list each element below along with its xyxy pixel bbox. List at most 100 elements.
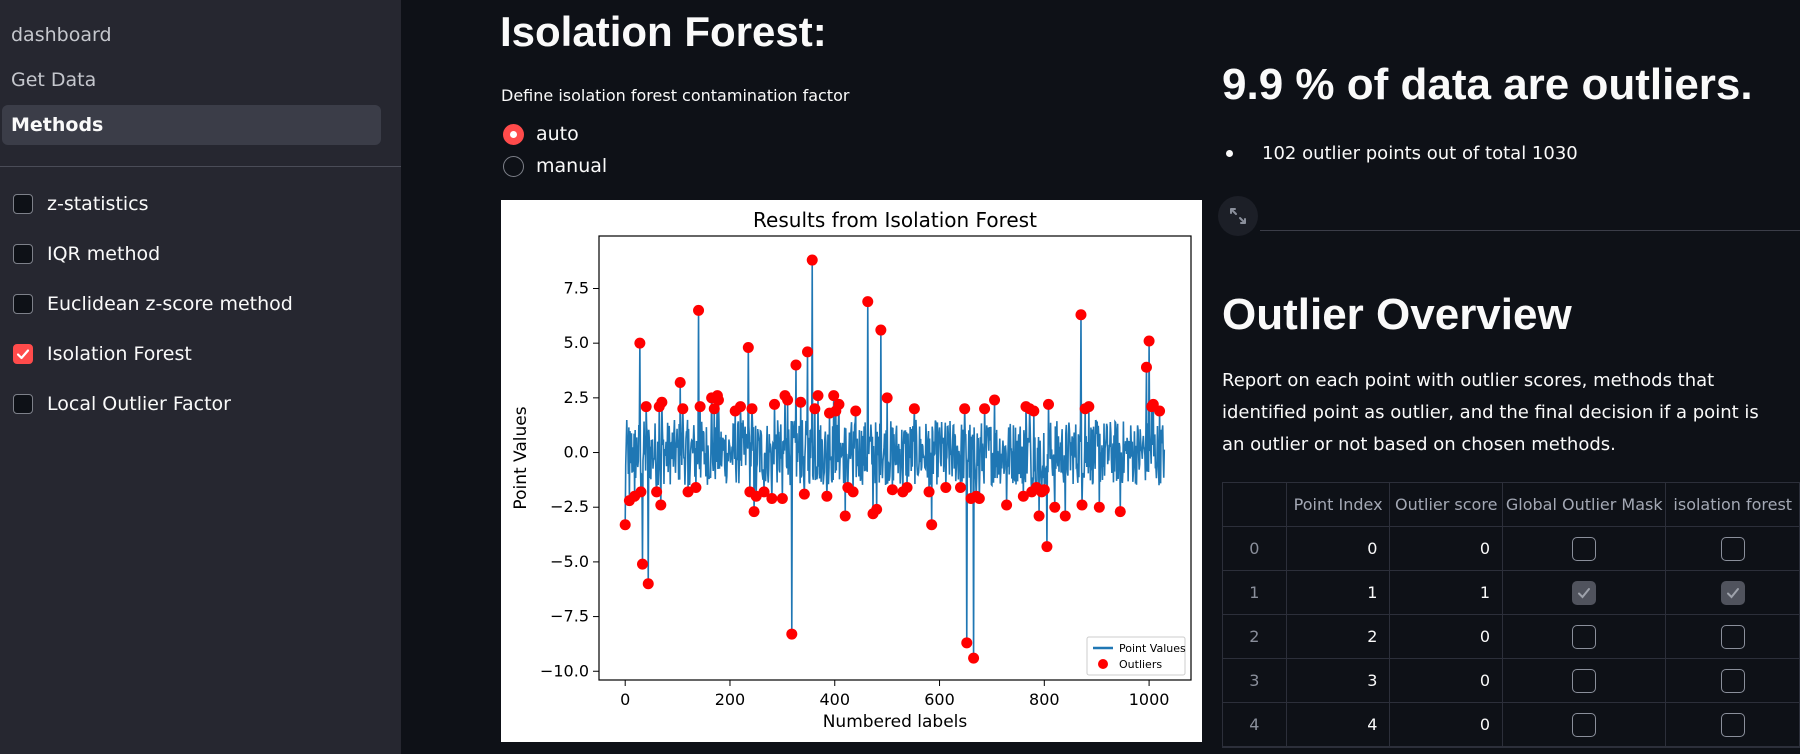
outlier-score-cell[interactable]: 0 bbox=[1390, 659, 1504, 702]
outlier-score-cell[interactable]: 0 bbox=[1390, 615, 1504, 658]
table-checkbox[interactable] bbox=[1720, 668, 1745, 693]
isolation-forest-cell[interactable] bbox=[1666, 659, 1799, 702]
method-z-statistics[interactable]: z-statistics bbox=[13, 189, 149, 219]
point-index-cell[interactable]: 0 bbox=[1287, 527, 1391, 570]
outlier-point bbox=[708, 403, 720, 415]
nav-get-data[interactable]: Get Data bbox=[11, 69, 97, 91]
method-euclidean-z-score[interactable]: Euclidean z-score method bbox=[13, 289, 293, 319]
outlier-point bbox=[821, 490, 833, 502]
table-checkbox[interactable] bbox=[1572, 624, 1597, 649]
table-checkbox[interactable] bbox=[1572, 668, 1597, 693]
y-tick-label: −7.5 bbox=[550, 607, 589, 626]
outlier-point bbox=[875, 324, 887, 336]
radio-auto[interactable]: auto bbox=[503, 121, 579, 147]
radio-manual[interactable]: manual bbox=[503, 153, 607, 179]
table-checkbox[interactable] bbox=[1720, 712, 1745, 737]
point-index-cell[interactable]: 3 bbox=[1287, 659, 1391, 702]
outlier-score-cell[interactable]: 0 bbox=[1390, 703, 1504, 746]
outlier-point bbox=[1143, 335, 1155, 347]
outlier-point bbox=[766, 492, 778, 504]
legend-box bbox=[1086, 636, 1186, 676]
outlier-point bbox=[769, 398, 781, 410]
bullet-dot bbox=[1226, 150, 1233, 157]
method-isolation-forest[interactable]: Isolation Forest bbox=[13, 339, 192, 369]
outlier-score-cell[interactable]: 0 bbox=[1390, 527, 1504, 570]
table-checkbox[interactable] bbox=[1720, 536, 1745, 561]
outlier-point bbox=[847, 486, 859, 498]
isolation-forest-cell[interactable] bbox=[1666, 615, 1799, 658]
outlier-table[interactable]: Point Index Outlier score Global Outlier… bbox=[1222, 482, 1800, 748]
table-checkbox[interactable] bbox=[1720, 624, 1745, 649]
global-mask-cell[interactable] bbox=[1503, 703, 1667, 746]
fullscreen-button[interactable] bbox=[1218, 196, 1258, 236]
outlier-point bbox=[1083, 401, 1095, 413]
y-tick-label: 5.0 bbox=[564, 333, 589, 352]
global-mask-cell[interactable] bbox=[1503, 659, 1667, 702]
outlier-point bbox=[923, 486, 935, 498]
global-mask-cell[interactable] bbox=[1503, 527, 1667, 570]
nav-methods[interactable]: Methods bbox=[2, 105, 381, 145]
checkbox[interactable] bbox=[13, 194, 33, 214]
method-iqr[interactable]: IQR method bbox=[13, 239, 160, 269]
chart-title: Results from Isolation Forest bbox=[753, 208, 1037, 232]
checkbox-checked[interactable] bbox=[13, 344, 33, 364]
outlier-point bbox=[833, 398, 845, 410]
outlier-point bbox=[908, 403, 920, 415]
outlier-point bbox=[655, 499, 667, 511]
outlier-point bbox=[790, 359, 802, 371]
point-index-cell[interactable]: 2 bbox=[1287, 615, 1391, 658]
checkbox[interactable] bbox=[13, 294, 33, 314]
check-icon bbox=[16, 349, 30, 360]
outlier-point bbox=[901, 482, 913, 494]
column-header[interactable]: isolation forest bbox=[1673, 495, 1793, 514]
checkbox[interactable] bbox=[13, 394, 33, 414]
isolation-forest-cell[interactable] bbox=[1666, 527, 1799, 570]
y-axis-label: Point Values bbox=[511, 406, 531, 509]
outlier-point bbox=[636, 558, 648, 570]
outlier-point bbox=[634, 337, 646, 349]
outlier-point bbox=[1028, 405, 1040, 417]
outlier-point bbox=[1075, 309, 1087, 321]
isolation-forest-cell[interactable] bbox=[1666, 571, 1799, 614]
outlier-overview-title: Outlier Overview bbox=[1222, 290, 1572, 339]
outlier-point bbox=[746, 403, 758, 415]
outlier-point bbox=[940, 482, 952, 494]
table-checkbox[interactable] bbox=[1572, 580, 1597, 605]
outlier-point bbox=[809, 403, 821, 415]
outlier-point bbox=[989, 394, 1001, 406]
point-index-cell[interactable]: 1 bbox=[1287, 571, 1391, 614]
outlier-point bbox=[742, 342, 754, 354]
x-axis-label: Numbered labels bbox=[823, 712, 968, 732]
radio-button[interactable] bbox=[503, 155, 524, 177]
legend-entry: Point Values bbox=[1119, 642, 1186, 655]
radio-label: manual bbox=[536, 155, 608, 177]
column-header[interactable]: Point Index bbox=[1287, 483, 1391, 526]
outlier-point bbox=[690, 482, 702, 494]
radio-button-selected[interactable] bbox=[503, 123, 524, 145]
outlier-score-cell[interactable]: 1 bbox=[1390, 571, 1504, 614]
chart-svg: Results from Isolation Forest 0 200 400 600 8… bbox=[511, 208, 1192, 732]
outlier-point bbox=[871, 503, 883, 515]
table-checkbox[interactable] bbox=[1720, 580, 1745, 605]
column-header[interactable]: Global Outlier Mask bbox=[1503, 483, 1667, 526]
nav-dashboard[interactable]: dashboard bbox=[11, 24, 112, 46]
table-checkbox[interactable] bbox=[1572, 536, 1597, 561]
point-index-cell[interactable]: 4 bbox=[1287, 703, 1391, 746]
outlier-point bbox=[758, 486, 770, 498]
outlier-point bbox=[926, 519, 938, 531]
global-mask-cell[interactable] bbox=[1503, 615, 1667, 658]
table-checkbox[interactable] bbox=[1572, 712, 1597, 737]
outlier-percentage-headline: 9.9 % of data are outliers. bbox=[1222, 60, 1753, 109]
method-label: IQR method bbox=[47, 243, 161, 265]
isolation-forest-cell[interactable] bbox=[1666, 703, 1799, 746]
method-local-outlier-factor[interactable]: Local Outlier Factor bbox=[13, 389, 231, 419]
method-label: Local Outlier Factor bbox=[47, 393, 231, 415]
checkbox[interactable] bbox=[13, 244, 33, 264]
column-header[interactable]: Outlier score bbox=[1390, 483, 1504, 526]
global-mask-cell[interactable] bbox=[1503, 571, 1667, 614]
